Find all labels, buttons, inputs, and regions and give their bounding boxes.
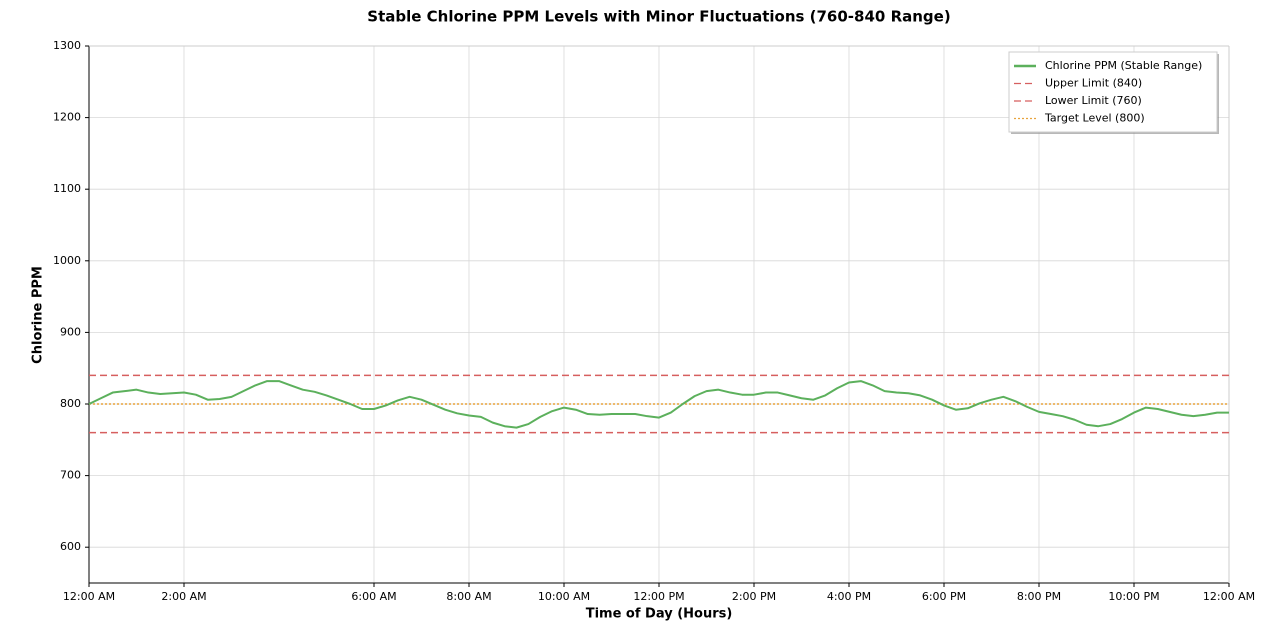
legend-label: Upper Limit (840) xyxy=(1045,77,1142,90)
x-tick-label: 12:00 PM xyxy=(633,590,684,603)
y-tick-label: 1100 xyxy=(53,182,81,195)
legend: Chlorine PPM (Stable Range) Upper Limit (… xyxy=(1008,51,1219,134)
legend-label: Lower Limit (760) xyxy=(1045,94,1142,107)
x-tick-label: 12:00 AM xyxy=(63,590,115,603)
y-tick-label: 1200 xyxy=(53,111,81,124)
data-line xyxy=(88,380,1229,429)
x-tick-label: 12:00 AM xyxy=(1203,590,1255,603)
legend-box xyxy=(1008,51,1218,133)
x-tick-label: 2:00 AM xyxy=(161,590,206,603)
x-tick-label: 4:00 PM xyxy=(827,590,871,603)
x-tick-label: 8:00 AM xyxy=(446,590,491,603)
x-tick-label: 6:00 PM xyxy=(922,590,966,603)
y-tick-label: 800 xyxy=(60,397,81,410)
y-axis-label: Chlorine PPM xyxy=(31,266,46,364)
x-axis-label: Time of Day (Hours) xyxy=(586,607,733,622)
x-tick-label: 10:00 AM xyxy=(538,590,590,603)
x-tick-label: 2:00 PM xyxy=(732,590,776,603)
y-tick-label: 600 xyxy=(60,540,81,553)
y-tick-label: 700 xyxy=(60,469,81,482)
x-tick-label: 6:00 AM xyxy=(351,590,396,603)
x-tick-label: 8:00 PM xyxy=(1017,590,1061,603)
y-tick-label: 900 xyxy=(60,325,81,338)
y-tick-label: 1300 xyxy=(53,39,81,52)
x-tick-label: 10:00 PM xyxy=(1108,590,1159,603)
chart-title: Stable Chlorine PPM Levels with Minor Fl… xyxy=(367,8,950,26)
legend-label: Chlorine PPM (Stable Range) xyxy=(1045,59,1202,72)
y-tick-label: 1000 xyxy=(53,254,81,267)
legend-label: Target Level (800) xyxy=(1044,112,1145,125)
